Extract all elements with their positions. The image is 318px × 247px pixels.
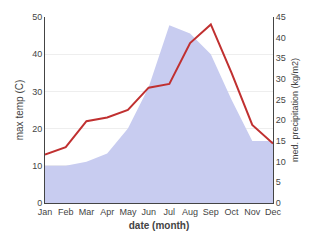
- svg-text:25: 25: [276, 95, 286, 105]
- svg-text:Jan: Jan: [38, 207, 53, 217]
- svg-text:Jun: Jun: [141, 207, 156, 217]
- svg-text:0: 0: [276, 198, 281, 208]
- svg-text:20: 20: [32, 124, 42, 134]
- svg-text:15: 15: [276, 136, 286, 146]
- svg-text:20: 20: [276, 115, 286, 125]
- svg-text:30: 30: [32, 87, 42, 97]
- svg-text:10: 10: [276, 157, 286, 167]
- svg-text:10: 10: [32, 161, 42, 171]
- svg-text:May: May: [119, 207, 137, 217]
- svg-text:0: 0: [37, 198, 42, 208]
- svg-text:max temp (C): max temp (C): [14, 80, 25, 141]
- svg-text:Apr: Apr: [100, 207, 114, 217]
- svg-text:Aug: Aug: [182, 207, 198, 217]
- svg-text:40: 40: [32, 49, 42, 59]
- svg-text:med. precipitation (kg/m2): med. precipitation (kg/m2): [290, 58, 300, 162]
- svg-text:Feb: Feb: [58, 207, 74, 217]
- svg-text:Dec: Dec: [265, 207, 282, 217]
- svg-text:40: 40: [276, 33, 286, 43]
- svg-text:30: 30: [276, 74, 286, 84]
- svg-text:50: 50: [32, 12, 42, 22]
- svg-text:35: 35: [276, 53, 286, 63]
- svg-text:Mar: Mar: [79, 207, 95, 217]
- svg-text:45: 45: [276, 12, 286, 22]
- svg-text:Nov: Nov: [244, 207, 261, 217]
- svg-text:Sep: Sep: [203, 207, 219, 217]
- svg-text:date (month): date (month): [129, 220, 190, 231]
- svg-text:Oct: Oct: [225, 207, 240, 217]
- svg-text:5: 5: [276, 177, 281, 187]
- svg-text:Jul: Jul: [164, 207, 176, 217]
